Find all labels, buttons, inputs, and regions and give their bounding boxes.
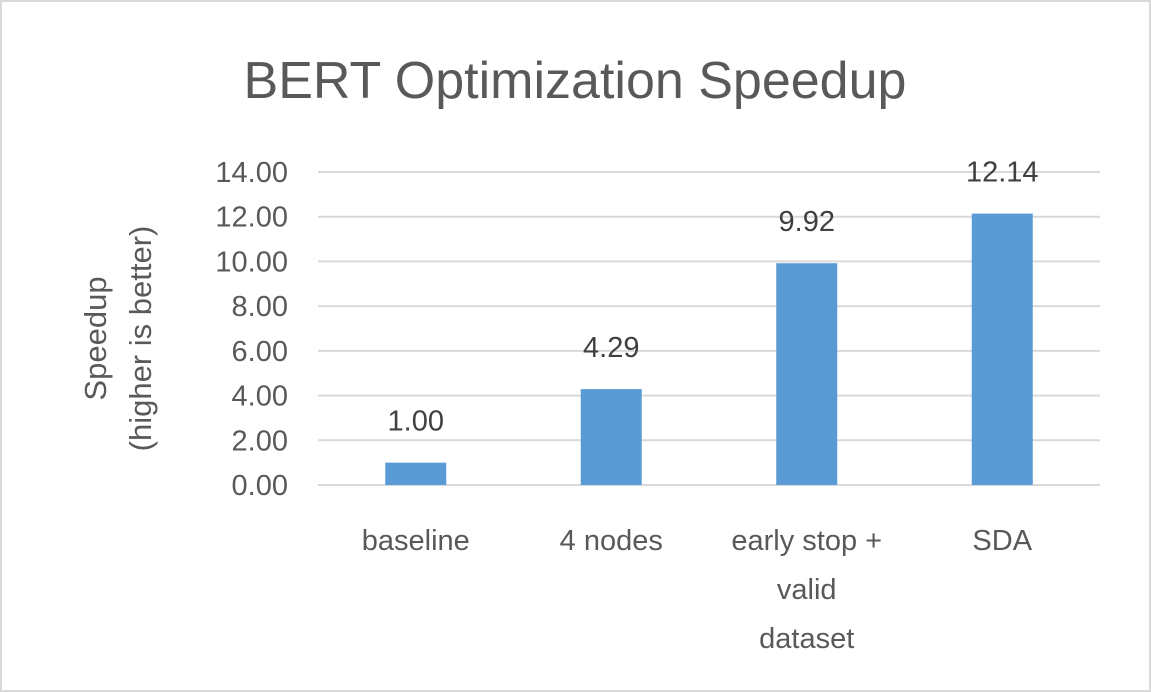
bar [580, 389, 642, 485]
y-axis-ticks: 0.00 2.00 4.00 6.00 8.00 10.00 12.00 14.00 [215, 157, 288, 502]
bar [971, 213, 1033, 485]
x-category-label: baseline [362, 525, 470, 557]
y-axis-title: Speedup (higher is better) [78, 226, 158, 452]
y-tick-label: 12.00 [215, 202, 288, 234]
y-axis-title-line: (higher is better) [123, 226, 158, 452]
data-labels: 1.00 4.29 9.92 12.14 [388, 157, 1039, 438]
bars [385, 213, 1033, 485]
x-category-label: SDA [972, 525, 1032, 557]
data-label: 4.29 [583, 332, 639, 364]
y-tick-label: 4.00 [232, 381, 288, 413]
y-tick-label: 10.00 [215, 246, 288, 278]
y-axis-title-line: Speedup [78, 276, 113, 400]
y-tick-label: 0.00 [232, 470, 288, 502]
chart-title: BERT Optimization Speedup [244, 52, 907, 110]
x-category-label: dataset [759, 623, 854, 655]
y-tick-label: 2.00 [232, 425, 288, 457]
gridlines [318, 171, 1100, 486]
x-axis-categories: baseline 4 nodes early stop + valid dataset S… [362, 525, 1033, 655]
x-category-label: valid [777, 574, 837, 606]
data-label: 12.14 [966, 157, 1039, 189]
y-tick-label: 14.00 [215, 157, 288, 189]
x-category-label: early stop + [731, 525, 882, 557]
bar [776, 263, 838, 485]
y-tick-label: 6.00 [232, 336, 288, 368]
y-tick-label: 8.00 [232, 291, 288, 323]
data-label: 9.92 [779, 206, 835, 238]
data-label: 1.00 [388, 406, 444, 438]
x-category-label: 4 nodes [560, 525, 663, 557]
bar [385, 462, 447, 485]
